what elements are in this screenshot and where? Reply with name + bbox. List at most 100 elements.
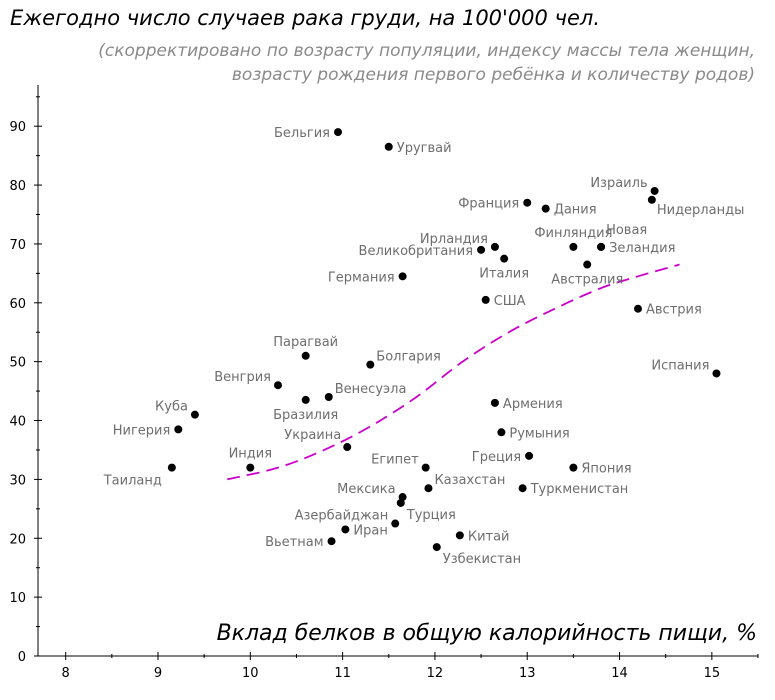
data-point-label: Казахстан <box>434 473 505 488</box>
chart-title: Ежегодно число случаев рака груди, на 10… <box>10 6 600 30</box>
chart-subtitle-line-2: возрасту рождения первого ребёнка и коли… <box>232 65 755 85</box>
x-tick-label: 9 <box>154 666 162 681</box>
data-point-label: Новая <box>606 223 647 238</box>
trend-line <box>227 263 680 481</box>
data-point-label: Бельгия <box>274 126 330 141</box>
data-point <box>583 260 592 269</box>
data-point <box>523 198 532 207</box>
data-point <box>246 463 255 472</box>
data-point <box>341 525 350 534</box>
x-tick-label: 15 <box>704 666 721 681</box>
data-point-label: Зеландия <box>609 241 675 256</box>
chart-subtitle-line-1: (скорректировано по возрасту популяции, … <box>98 41 755 61</box>
data-points: Бельгия Уругвай Франция Дания Израиль Нидерла… <box>103 126 745 567</box>
data-point <box>497 428 506 437</box>
data-point <box>541 204 550 213</box>
data-point <box>398 272 407 281</box>
trend-line-group <box>227 263 680 481</box>
data-point <box>477 245 486 254</box>
y-tick-label: 60 <box>9 297 26 312</box>
data-point <box>569 463 578 472</box>
data-point-label: Германия <box>328 270 395 285</box>
data-point <box>190 410 199 419</box>
data-point-label: Финляндия <box>534 226 612 241</box>
data-point <box>301 395 310 404</box>
data-point <box>396 498 405 507</box>
data-point-label: Иран <box>353 523 387 538</box>
data-point-label: Азербайджан <box>295 509 389 524</box>
data-point <box>391 519 400 528</box>
data-point <box>650 186 659 195</box>
y-tick-label: 10 <box>9 591 26 606</box>
data-point <box>274 381 282 390</box>
data-point <box>490 398 499 407</box>
data-point <box>569 242 578 251</box>
data-point-label: Уругвай <box>397 141 452 156</box>
data-point-label: Венесуэла <box>335 382 407 397</box>
y-tick-label: 80 <box>9 179 26 194</box>
data-point-label: Нидерланды <box>657 203 745 218</box>
data-point <box>343 443 352 452</box>
data-point <box>518 484 527 493</box>
data-point-label: Турция <box>406 508 456 523</box>
data-point <box>167 463 176 472</box>
data-point-label: Украина <box>284 428 341 443</box>
y-tick-label: 0 <box>18 650 26 665</box>
y-tick-label: 20 <box>9 532 26 547</box>
data-point-label: США <box>494 294 526 309</box>
data-point <box>455 531 464 540</box>
data-point <box>647 195 656 204</box>
data-point-label: Армения <box>503 397 563 412</box>
y-tick-label: 90 <box>9 120 26 135</box>
data-point-label: Египет <box>371 453 419 468</box>
data-point-label: Узбекистан <box>443 552 521 567</box>
data-point-label: Индия <box>229 447 272 462</box>
data-point <box>384 142 393 151</box>
data-point-label: Китай <box>468 529 510 544</box>
data-point <box>490 242 499 251</box>
data-point-label: Япония <box>581 462 631 477</box>
data-point-label: Великобритания <box>359 244 474 259</box>
data-point <box>500 254 509 263</box>
data-point-label: Испания <box>651 358 709 373</box>
data-point-label: Вьетнам <box>265 535 323 550</box>
data-point-label: Бразилия <box>273 408 338 423</box>
data-point-label: Туркменистан <box>530 482 629 497</box>
axes: 0 10 20 30 40 50 60 70 80 90 8 9 10 11 12 13 14 15 <box>9 85 759 681</box>
data-point-label: Румыния <box>509 426 569 441</box>
data-point-label: Мексика <box>337 482 395 497</box>
data-point <box>634 304 642 313</box>
data-point-label: Австралия <box>551 273 623 288</box>
data-point <box>481 295 490 304</box>
data-point <box>327 537 336 546</box>
x-tick-label: 14 <box>611 666 628 681</box>
data-point-label: Болгария <box>376 350 441 365</box>
data-point-label: Нигерия <box>113 423 171 438</box>
data-point-label: Куба <box>155 400 188 415</box>
data-point-label: Венгрия <box>214 370 271 385</box>
x-axis-label: Вклад белков в общую калорийность пищи, … <box>217 621 757 646</box>
data-point <box>432 543 441 552</box>
data-point <box>366 360 375 369</box>
data-point-label: Таиланд <box>103 474 162 489</box>
x-tick-label: 13 <box>519 666 536 681</box>
data-point <box>712 369 721 378</box>
x-tick-label: 8 <box>62 666 70 681</box>
data-point-label: Парагвай <box>273 335 338 350</box>
data-point <box>334 128 342 137</box>
data-point-label: Дания <box>554 203 597 218</box>
data-point <box>324 392 333 401</box>
data-point-label: Греция <box>472 450 521 465</box>
y-tick-label: 70 <box>9 238 26 253</box>
data-point <box>525 451 534 460</box>
data-point <box>424 484 433 493</box>
y-tick-label: 50 <box>9 356 26 371</box>
data-point-label: Ирландия <box>420 232 488 247</box>
data-point-label: Франция <box>458 197 519 212</box>
data-point <box>301 351 310 360</box>
x-tick-label: 12 <box>427 666 444 681</box>
data-point <box>174 425 183 434</box>
x-tick-label: 11 <box>334 666 351 681</box>
data-point-label: Австрия <box>646 303 702 318</box>
